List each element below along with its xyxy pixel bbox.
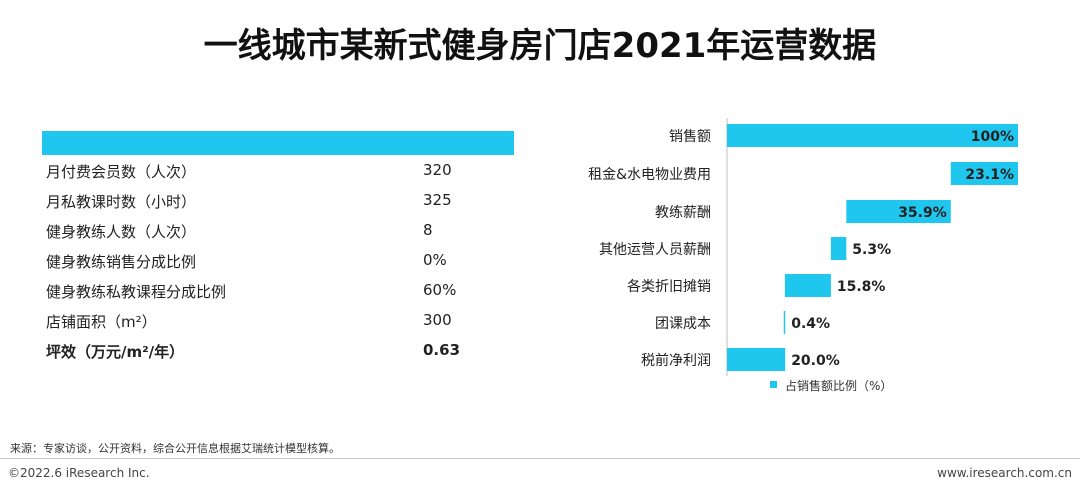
footer-divider	[0, 458, 1080, 459]
category-label: 团课成本	[655, 316, 711, 332]
row-value: 8	[423, 221, 433, 239]
category-label: 税前净利润	[641, 352, 711, 369]
website: www.iresearch.com.cn	[937, 466, 1072, 480]
copyright: ©2022.6 iResearch Inc.	[8, 466, 150, 480]
table-row: 月付费会员数（人次） 320	[46, 161, 516, 189]
bar	[846, 200, 951, 223]
row-label: 健身教练销售分成比例	[46, 253, 197, 271]
category-label: 各类折旧摊销	[627, 279, 711, 295]
table-row: 健身教练私教课程分成比例 60%	[46, 281, 516, 309]
bar	[830, 237, 847, 260]
row-label: 健身教练人数（人次）	[46, 223, 197, 241]
data-label: 0.4%	[791, 316, 830, 332]
page-title: 一线城市某新式健身房门店2021年运营数据	[203, 26, 877, 66]
data-label: 100%	[971, 129, 1014, 145]
table-row: 健身教练销售分成比例 0%	[46, 251, 516, 279]
row-label: 坪效（万元/m²/年）	[46, 343, 185, 361]
bar	[727, 348, 786, 371]
table-row: 健身教练人数（人次） 8	[46, 221, 516, 249]
row-label: 月付费会员数（人次）	[46, 163, 197, 181]
row-value: 0%	[423, 251, 447, 269]
row-value: 300	[423, 311, 452, 329]
category-label: 销售额	[669, 129, 711, 145]
row-label: 月私教课时数（小时）	[46, 193, 197, 211]
row-value: 0.63	[423, 341, 461, 359]
bar	[783, 311, 786, 334]
legend-swatch	[770, 381, 777, 388]
row-label: 健身教练私教课程分成比例	[46, 283, 227, 301]
bar	[784, 274, 831, 297]
category-label: 其他运营人员薪酬	[599, 242, 711, 258]
data-label: 20.0%	[791, 353, 840, 369]
row-value: 60%	[423, 281, 457, 299]
data-label: 35.9%	[898, 205, 947, 221]
row-label: 店铺面积（m²）	[46, 313, 157, 331]
bar	[950, 162, 1018, 185]
table-row: 坪效（万元/m²/年） 0.63	[46, 341, 516, 369]
source-note: 来源：专家访谈，公开资料，综合公开信息根据艾瑞统计模型核算。	[10, 442, 340, 455]
category-label: 教练薪酬	[655, 205, 711, 221]
table-row: 店铺面积（m²） 300	[46, 311, 516, 339]
row-value: 320	[423, 161, 452, 179]
table-row: 月私教课时数（小时） 325	[46, 191, 516, 219]
table-header-bar	[42, 131, 514, 155]
data-label: 5.3%	[852, 242, 891, 258]
category-label: 租金&水电物业费用	[588, 167, 711, 183]
data-label: 15.8%	[837, 279, 886, 295]
row-value: 325	[423, 191, 452, 209]
bar	[727, 124, 1018, 147]
legend-label: 占销售额比例（%）	[785, 378, 892, 393]
data-label: 23.1%	[965, 167, 1014, 183]
